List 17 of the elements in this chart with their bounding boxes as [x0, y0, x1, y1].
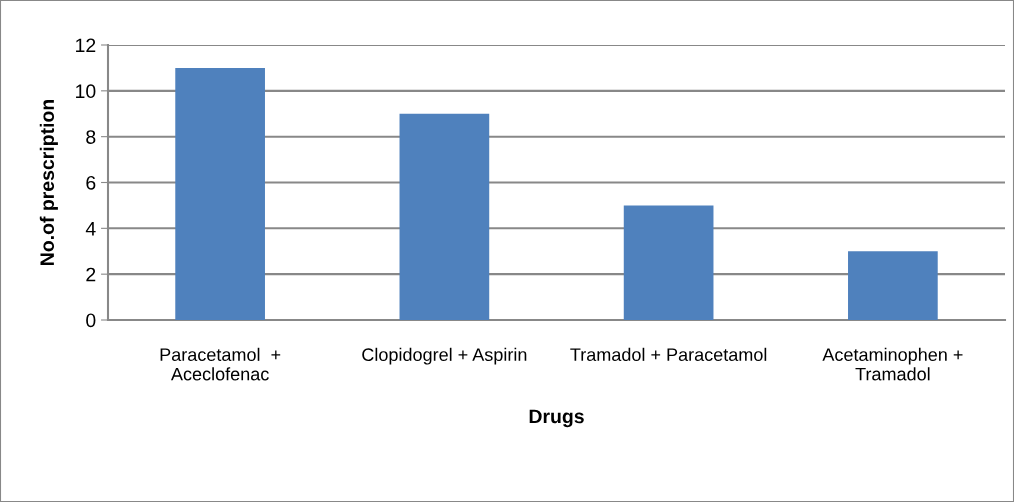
- bar: [399, 113, 490, 320]
- y-tick-label: 8: [86, 130, 96, 144]
- y-tick-label: 2: [86, 267, 96, 282]
- x-tick-label: Tramadol + Paracetamol: [570, 347, 767, 362]
- x-axis-title: Drugs: [529, 409, 584, 428]
- y-tick-label: 10: [76, 84, 96, 99]
- bar: [175, 67, 265, 320]
- x-tick-label: Paracetamol + Aceclofenac: [160, 347, 281, 381]
- y-tick-label: 12: [76, 38, 96, 53]
- y-axis-title: No.of prescription: [39, 99, 58, 265]
- y-tick-label: 0: [86, 313, 96, 328]
- bar: [623, 205, 714, 320]
- bar: [848, 251, 938, 320]
- x-tick-label: Acetaminophen + Tramadol: [822, 347, 963, 381]
- y-tick-label: 6: [86, 175, 96, 190]
- y-tick-label: 4: [85, 222, 96, 236]
- x-tick-label: Clopidogrel + Aspirin: [362, 347, 527, 365]
